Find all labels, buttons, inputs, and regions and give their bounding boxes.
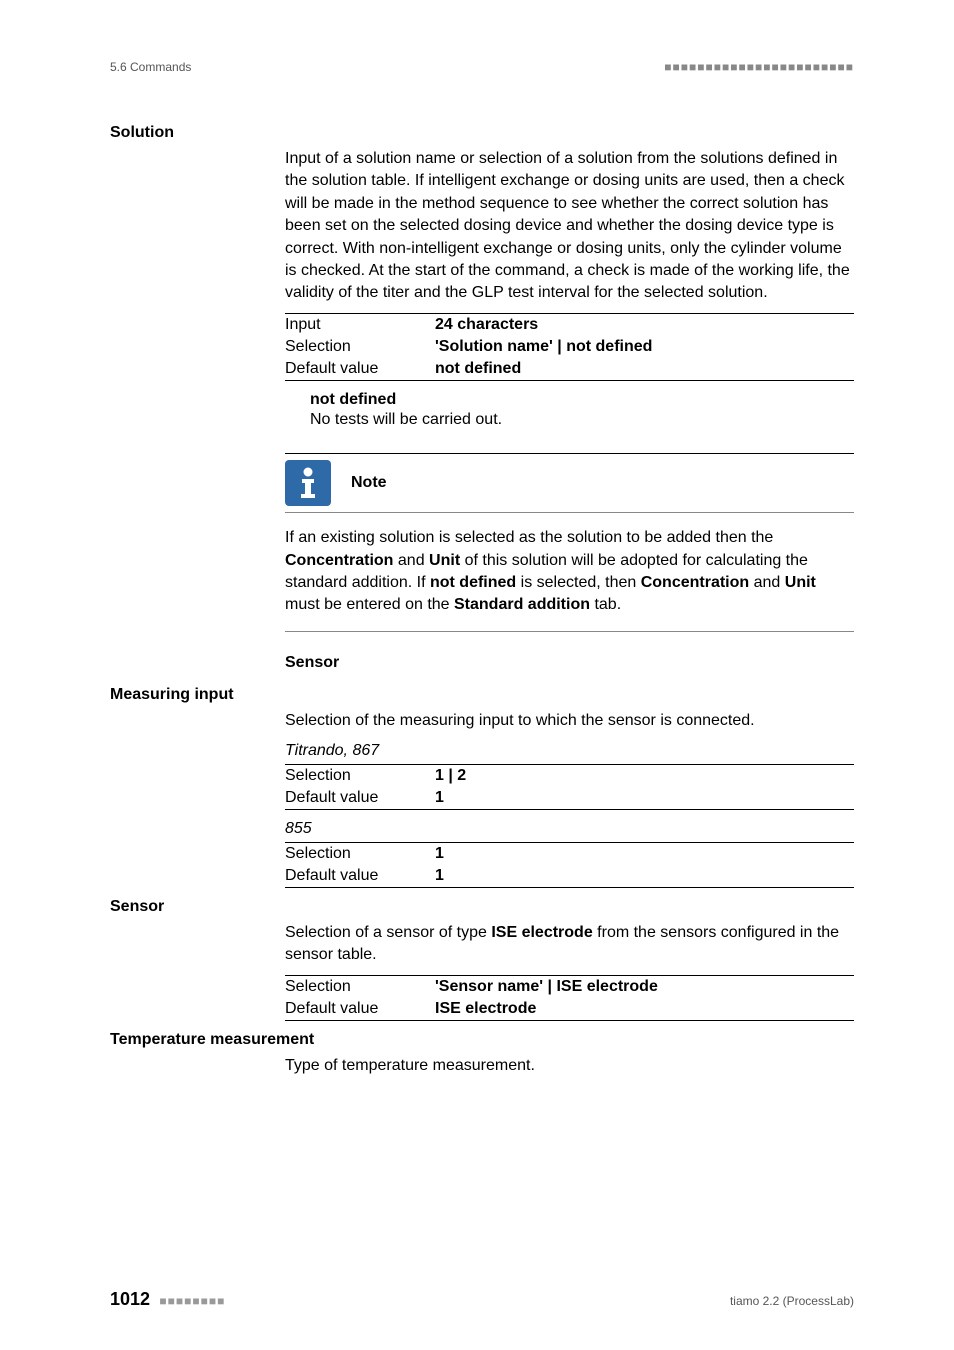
note-text: not defined xyxy=(430,574,516,591)
sensor-field-paragraph: Selection of a sensor of type ISE electr… xyxy=(285,922,854,967)
table-row: Selection 'Solution name' | not defined xyxy=(285,336,854,358)
note-text: Concentration xyxy=(641,574,749,591)
header-dot-bar: ■■■■■■■■■■■■■■■■■■■■■■■ xyxy=(664,60,854,74)
temp-label: Temperature measurement xyxy=(110,1031,314,1049)
selection-label: Selection xyxy=(285,765,435,788)
solution-body: Input of a solution name or selection of… xyxy=(285,148,854,672)
input-value: 24 characters xyxy=(435,313,854,336)
note-text: Unit xyxy=(785,574,816,591)
not-defined-block: not defined No tests will be carried out… xyxy=(310,391,854,431)
temp-block: Temperature measurement xyxy=(110,1031,854,1049)
sensor-group-heading: Sensor xyxy=(285,654,854,672)
table-row: Selection 1 | 2 xyxy=(285,765,854,788)
measuring-input-body: Selection of the measuring input to whic… xyxy=(285,710,854,888)
sensor-def-table: Selection 'Sensor name' | ISE electrode … xyxy=(285,975,854,1021)
titrando-caption: Titrando, 867 xyxy=(285,742,854,760)
table-row: Default value 1 xyxy=(285,865,854,888)
note-text: If an existing solution is selected as t… xyxy=(285,529,773,546)
measuring-input-paragraph: Selection of the measuring input to whic… xyxy=(285,710,854,732)
titrando-table: Selection 1 | 2 Default value 1 xyxy=(285,764,854,810)
selection-value: 'Solution name' | not defined xyxy=(435,336,854,358)
measuring-input-label: Measuring input xyxy=(110,686,280,704)
not-defined-head: not defined xyxy=(310,391,854,409)
default-label: Default value xyxy=(285,358,435,381)
note-box: Note If an existing solution is selected… xyxy=(285,453,854,632)
default-label: Default value xyxy=(285,787,435,810)
selection-value: 1 | 2 xyxy=(435,765,854,788)
note-body: If an existing solution is selected as t… xyxy=(285,527,854,632)
measuring-input-block: Measuring input xyxy=(110,686,854,704)
page-footer: 1012 ■■■■■■■■ tiamo 2.2 (ProcessLab) xyxy=(110,1289,854,1310)
footer-dot-bar: ■■■■■■■■ xyxy=(159,1294,225,1308)
page-header: 5.6 Commands ■■■■■■■■■■■■■■■■■■■■■■■ xyxy=(110,60,854,74)
note-text: and xyxy=(749,574,785,591)
sensor-field-block: Sensor xyxy=(110,898,854,916)
table-row: Selection 1 xyxy=(285,843,854,866)
note-text: is selected, then xyxy=(516,574,641,591)
page-number: 1012 xyxy=(110,1289,150,1309)
header-section-ref: 5.6 Commands xyxy=(110,60,191,74)
temp-body: Type of temperature measurement. xyxy=(285,1055,854,1077)
selection-value: 1 xyxy=(435,843,854,866)
selection-label: Selection xyxy=(285,843,435,866)
table-row: Selection 'Sensor name' | ISE electrode xyxy=(285,975,854,998)
not-defined-body: No tests will be carried out. xyxy=(310,409,854,431)
footer-product: tiamo 2.2 (ProcessLab) xyxy=(730,1294,854,1308)
default-value: 1 xyxy=(435,865,854,888)
solution-paragraph: Input of a solution name or selection of… xyxy=(285,148,854,305)
page-container: 5.6 Commands ■■■■■■■■■■■■■■■■■■■■■■■ Sol… xyxy=(0,0,954,1350)
default-value: 1 xyxy=(435,787,854,810)
temp-paragraph: Type of temperature measurement. xyxy=(285,1055,854,1077)
855-table: Selection 1 Default value 1 xyxy=(285,842,854,888)
selection-value: 'Sensor name' | ISE electrode xyxy=(435,975,854,998)
selection-label: Selection xyxy=(285,975,435,998)
note-header: Note xyxy=(285,453,854,513)
note-text: Concentration xyxy=(285,552,393,569)
default-label: Default value xyxy=(285,865,435,888)
selection-label: Selection xyxy=(285,336,435,358)
table-row: Default value ISE electrode xyxy=(285,998,854,1021)
solution-label: Solution xyxy=(110,124,280,142)
sensor-field-label: Sensor xyxy=(110,898,280,916)
note-text: Unit xyxy=(429,552,460,569)
note-text: Standard addition xyxy=(454,596,590,613)
default-label: Default value xyxy=(285,998,435,1021)
note-title: Note xyxy=(351,474,387,492)
855-caption: 855 xyxy=(285,820,854,838)
input-label: Input xyxy=(285,313,435,336)
sensor-field-body: Selection of a sensor of type ISE electr… xyxy=(285,922,854,1021)
solution-block: Solution xyxy=(110,124,854,142)
note-text: and xyxy=(393,552,429,569)
sensor-para-text: Selection of a sensor of type xyxy=(285,924,491,941)
table-row: Default value 1 xyxy=(285,787,854,810)
default-value: ISE electrode xyxy=(435,998,854,1021)
table-row: Input 24 characters xyxy=(285,313,854,336)
footer-left: 1012 ■■■■■■■■ xyxy=(110,1289,225,1310)
note-text: tab. xyxy=(590,596,621,613)
note-text: must be entered on the xyxy=(285,596,454,613)
default-value: not defined xyxy=(435,358,854,381)
solution-def-table: Input 24 characters Selection 'Solution … xyxy=(285,313,854,381)
info-icon xyxy=(285,460,331,506)
sensor-para-text: ISE electrode xyxy=(491,924,592,941)
table-row: Default value not defined xyxy=(285,358,854,381)
